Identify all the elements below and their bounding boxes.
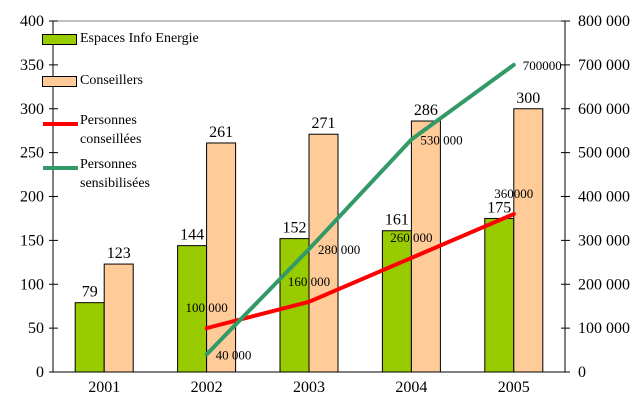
- left-axis-tick-label: 350: [20, 57, 44, 74]
- category-label-2005: 2005: [498, 379, 530, 396]
- line-value-label: 360000: [494, 186, 533, 201]
- left-axis-tick-label: 300: [20, 101, 44, 118]
- bar-conseillers-2005: [513, 108, 544, 373]
- left-axis-tick-label: 100: [20, 276, 44, 293]
- bar-value-label: 123: [107, 245, 131, 262]
- bar-espaces-2004: [381, 230, 412, 373]
- right-axis-tick-label: 600 000: [578, 101, 630, 118]
- right-axis-tick-label: 300 000: [578, 232, 630, 249]
- bar-value-label: 261: [209, 124, 233, 141]
- line-personnes-sensibilisees: [204, 62, 516, 357]
- left-axis-tick-label: 200: [20, 189, 44, 206]
- category-label-2004: 2004: [395, 379, 427, 396]
- line-value-label: 100 000: [185, 300, 227, 315]
- bar-value-label: 300: [516, 90, 540, 107]
- bar-conseillers-2001: [103, 263, 134, 373]
- left-axis-tick-label: 150: [20, 232, 44, 249]
- category-label-2003: 2003: [293, 379, 325, 396]
- line-value-label: 530 000: [420, 132, 462, 147]
- bar-conseillers-2003: [308, 133, 339, 373]
- category-label-2002: 2002: [191, 379, 223, 396]
- left-axis-tick-label: 50: [28, 320, 44, 337]
- right-axis-tick-label: 200 000: [578, 276, 630, 293]
- bar-value-label: 286: [414, 102, 438, 119]
- left-axis-tick-label: 250: [20, 145, 44, 162]
- line-value-label: 160 000: [288, 274, 330, 289]
- left-axis-tick-label: 400: [20, 13, 44, 30]
- bar-value-label: 161: [385, 212, 409, 229]
- bar-value-label: 152: [283, 220, 307, 237]
- line-value-label: 700000: [523, 58, 562, 73]
- category-label-2001: 2001: [88, 379, 120, 396]
- right-axis-tick-label: 100 000: [578, 320, 630, 337]
- line-value-label: 280 000: [318, 242, 360, 257]
- right-axis-tick-label: 500 000: [578, 145, 630, 162]
- right-axis-tick-label: 400 000: [578, 189, 630, 206]
- bar-value-label: 144: [180, 227, 204, 244]
- line-value-label: 40 000: [216, 347, 252, 362]
- right-axis-tick-label: 700 000: [578, 57, 630, 74]
- bar-espaces-2001: [74, 302, 105, 373]
- line-personnes-conseillees: [204, 212, 516, 331]
- line-value-label: 260 000: [390, 230, 432, 245]
- left-axis-tick-label: 0: [36, 364, 44, 381]
- right-axis-tick-label: 0: [578, 364, 586, 381]
- right-axis-tick-label: 800 000: [578, 13, 630, 30]
- bar-value-label: 271: [312, 115, 336, 132]
- bar-value-label: 79: [82, 284, 98, 301]
- bar-espaces-2005: [484, 217, 515, 373]
- bar-value-label: 175: [487, 199, 511, 216]
